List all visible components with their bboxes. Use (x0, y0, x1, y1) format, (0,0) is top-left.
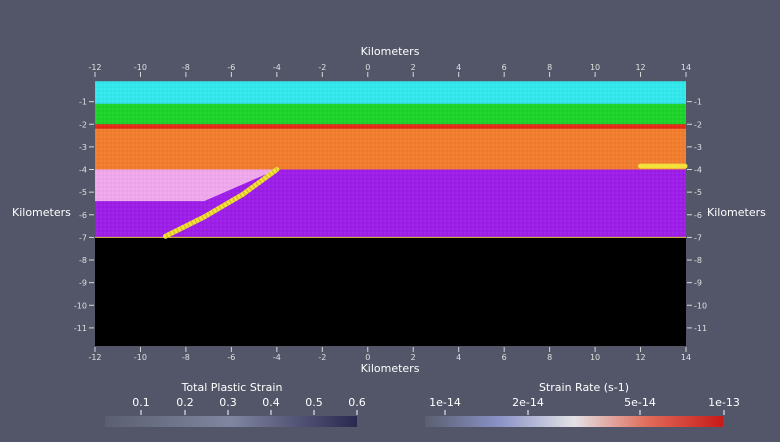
x-tick-label-bottom: 8 (547, 353, 552, 362)
colorbar-title: Total Plastic Strain (181, 381, 283, 394)
x-tick-label-bottom: 6 (502, 353, 507, 362)
x-tick-label-top: 6 (502, 63, 507, 72)
axis-title-bottom: Kilometers (361, 362, 420, 375)
colorbar-strain-rate: Strain Rate (s-1) 1e-14 2e-14 5e-14 1e-13 (425, 381, 740, 427)
colorbar-tick-label: 0.6 (348, 396, 366, 409)
mesh-texture (95, 81, 686, 238)
plastic-strain-fault (162, 163, 688, 239)
y-tick-label-left: -1 (79, 98, 87, 107)
y-tick-label-right: -4 (694, 166, 702, 175)
y-tick-label-left: -2 (79, 120, 87, 129)
x-tick-label-bottom: 2 (411, 353, 416, 362)
colorbar-total-plastic-strain: Total Plastic Strain 0.1 0.2 0.3 0.4 0.5 0.6 (105, 381, 366, 427)
x-tick-label-bottom: -4 (273, 353, 281, 362)
colorbar-tick-label: 1e-14 (429, 396, 461, 409)
x-tick-label-bottom: -12 (88, 353, 101, 362)
y-tick-label-right: -7 (694, 233, 702, 242)
y-tick-label-right: -1 (694, 98, 702, 107)
mesh-overlay (95, 81, 686, 238)
colorbar-gradient (105, 416, 357, 427)
colorbar-title: Strain Rate (s-1) (539, 381, 629, 394)
axis-title-right: Kilometers (707, 206, 766, 219)
y-tick-label-left: -9 (79, 279, 87, 288)
y-tick-label-left: -8 (79, 256, 87, 265)
colorbar-gradient (425, 416, 723, 427)
x-tick-label-top: 4 (456, 63, 461, 72)
x-tick-label-top: 10 (590, 63, 600, 72)
x-tick-label-bottom: -8 (182, 353, 190, 362)
y-tick-label-right: -5 (694, 188, 702, 197)
x-tick-label-top: 14 (681, 63, 691, 72)
x-tick-label-top: 2 (411, 63, 416, 72)
x-tick-label-top: -6 (227, 63, 235, 72)
colorbar-tick-label: 0.2 (176, 396, 194, 409)
x-tick-label-top: -2 (318, 63, 326, 72)
x-tick-label-bottom: 4 (456, 353, 461, 362)
y-tick-label-left: -3 (79, 143, 87, 152)
x-tick-label-top: -4 (273, 63, 281, 72)
x-tick-label-bottom: 10 (590, 353, 600, 362)
y-tick-label-right: -10 (694, 301, 707, 310)
y-tick-label-right: -8 (694, 256, 702, 265)
x-tick-label-bottom: -10 (134, 353, 147, 362)
y-tick-label-left: -7 (79, 233, 87, 242)
axis-title-left: Kilometers (12, 206, 71, 219)
x-tick-label-top: -10 (134, 63, 147, 72)
colorbar-tick-label: 0.4 (262, 396, 280, 409)
x-tick-label-bottom: 14 (681, 353, 691, 362)
colorbar-tick-label: 1e-13 (708, 396, 740, 409)
x-tick-label-bottom: 12 (635, 353, 645, 362)
y-tick-label-right: -11 (694, 324, 707, 333)
y-tick-label-left: -4 (79, 166, 87, 175)
black-basement (95, 237, 686, 346)
colorbar-tick-label: 5e-14 (624, 396, 656, 409)
x-tick-label-top: -12 (88, 63, 101, 72)
y-tick-label-right: -6 (694, 211, 702, 220)
axis-title-top: Kilometers (361, 45, 420, 58)
y-tick-label-left: -6 (79, 211, 87, 220)
x-tick-label-bottom: -6 (227, 353, 235, 362)
x-tick-label-bottom: -2 (318, 353, 326, 362)
x-tick-label-top: 8 (547, 63, 552, 72)
y-tick-label-right: -9 (694, 279, 702, 288)
x-tick-label-bottom: 0 (365, 353, 370, 362)
colorbar-tick-label: 2e-14 (512, 396, 544, 409)
x-tick-label-top: 0 (365, 63, 370, 72)
y-tick-label-right: -3 (694, 143, 702, 152)
colorbar-tick-label: 0.3 (219, 396, 237, 409)
x-tick-label-top: -8 (182, 63, 190, 72)
fault-band-texture (164, 167, 279, 239)
y-tick-label-left: -5 (79, 188, 87, 197)
x-tick-label-top: 12 (635, 63, 645, 72)
y-tick-label-left: -10 (74, 301, 87, 310)
axes-grid: -12 -12 -10 -10 -8 -8 -6 -6 -4 -4 -2 -2 0 0 2 2 4 4 6 6 8 8 10… (74, 63, 707, 362)
y-tick-label-right: -2 (694, 120, 702, 129)
y-tick-label-left: -11 (74, 324, 87, 333)
colorbar-tick-label: 0.1 (132, 396, 150, 409)
colorbar-tick-label: 0.5 (305, 396, 323, 409)
